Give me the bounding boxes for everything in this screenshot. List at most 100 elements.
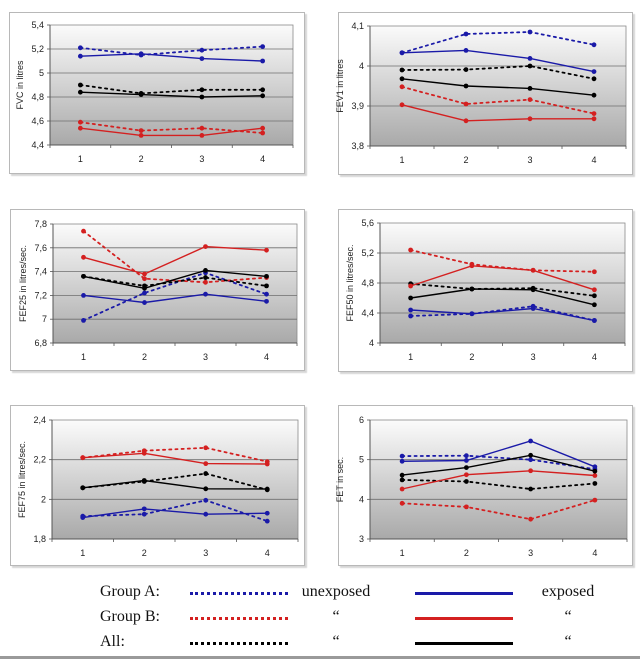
y-tick-label: 1,8	[33, 534, 46, 544]
series-line-group-a-exposed	[80, 53, 263, 62]
data-point-group-b-exposed	[81, 254, 86, 260]
data-point-group-a-exposed	[141, 506, 147, 512]
data-point-group-a-unexposed	[463, 31, 469, 37]
chart-fet: 3 4 5 6 1 2 3 4 FET in sec.	[335, 415, 628, 558]
x-tick-label: 1	[80, 548, 85, 558]
data-point-group-a-exposed	[77, 53, 83, 59]
legend-unexposed-label: unexposed	[301, 583, 371, 600]
data-point-group-b-exposed	[199, 133, 205, 138]
data-point-all-exposed	[463, 83, 469, 89]
data-point-all-unexposed	[264, 283, 269, 289]
series-line-group-a-exposed	[82, 508, 268, 519]
x-tick-label: 1	[400, 548, 405, 558]
data-point-all-exposed	[469, 286, 475, 292]
data-point-group-b-exposed	[141, 450, 147, 456]
data-point-group-b-unexposed	[399, 84, 405, 90]
data-point-group-b-exposed	[77, 125, 83, 131]
data-point-all-unexposed	[592, 481, 598, 486]
data-point-group-b-unexposed	[528, 516, 534, 522]
data-point-group-b-exposed	[528, 468, 534, 474]
data-point-group-a-unexposed	[264, 291, 269, 297]
data-point-all-exposed	[264, 486, 270, 492]
data-point-group-a-exposed	[530, 306, 536, 311]
data-point-all-exposed	[142, 285, 147, 291]
data-point-group-b-exposed	[203, 461, 209, 467]
data-point-group-a-unexposed	[528, 457, 534, 463]
data-point-group-a-unexposed	[463, 453, 469, 459]
y-tick-label: 6,8	[34, 338, 47, 348]
data-point-all-exposed	[138, 92, 144, 97]
data-point-all-unexposed	[463, 67, 469, 72]
data-point-group-b-unexposed	[203, 279, 208, 285]
legend-solid-line-icon	[415, 642, 513, 645]
x-tick-label: 3	[203, 352, 208, 362]
legend-solid-line-icon	[415, 617, 513, 620]
series-line-all-unexposed	[79, 84, 264, 95]
data-point-all-exposed	[141, 478, 147, 483]
y-axis-title: FVC in litres	[15, 60, 25, 110]
y-tick-label: 4	[359, 494, 364, 504]
legend-dotted-line-icon	[190, 617, 288, 620]
y-tick-label: 4,8	[31, 92, 44, 102]
y-tick-label: 3,8	[351, 141, 364, 151]
data-point-group-a-exposed	[264, 298, 269, 304]
data-point-group-a-unexposed	[527, 29, 533, 35]
legend-group-label: All:	[100, 633, 125, 650]
series-line-all-unexposed	[409, 282, 596, 297]
data-point-group-a-unexposed	[591, 42, 597, 48]
data-point-all-exposed	[264, 273, 269, 279]
data-point-all-exposed	[203, 486, 209, 492]
y-tick-label: 5,2	[31, 44, 44, 54]
chart-fvc: 4,4 4,6 4,8 5 5,2 5,4 1 2 3 4 FVC in litres	[15, 20, 294, 164]
series-line-group-a-unexposed	[81, 499, 269, 522]
x-tick-label: 2	[463, 155, 468, 165]
data-point-all-exposed	[399, 472, 405, 478]
series-line-group-a-unexposed	[401, 31, 595, 54]
legend-row-all: All: “ “	[0, 630, 640, 654]
data-point-group-a-unexposed	[199, 47, 205, 53]
data-point-all-unexposed	[399, 67, 405, 73]
series-line-group-b-unexposed	[81, 446, 269, 463]
data-point-group-b-exposed	[591, 287, 597, 293]
x-tick-label: 3	[528, 548, 533, 558]
y-tick-label: 7	[42, 314, 47, 324]
plot-area	[51, 419, 299, 540]
data-point-all-unexposed	[463, 479, 469, 484]
series-line-group-b-unexposed	[401, 499, 596, 521]
data-point-group-b-unexposed	[399, 500, 405, 506]
data-point-group-b-exposed	[527, 116, 533, 122]
legend: Group A: unexposed exposed Group B: “ “ …	[0, 580, 640, 659]
y-tick-label: 2	[41, 494, 46, 504]
x-tick-label: 4	[592, 352, 597, 362]
data-point-group-a-exposed	[592, 464, 598, 470]
data-point-group-b-exposed	[591, 116, 597, 122]
data-point-group-b-exposed	[530, 267, 536, 273]
y-tick-label: 6	[359, 415, 364, 425]
y-tick-label: 5,4	[31, 20, 44, 30]
plot-area	[369, 419, 628, 540]
x-tick-label: 2	[142, 352, 147, 362]
series-line-group-a-unexposed	[401, 454, 596, 471]
data-point-all-unexposed	[203, 275, 208, 280]
y-axis-title: FEV1 in litres	[335, 59, 345, 113]
legend-row-group-a: Group A: unexposed exposed	[0, 580, 640, 604]
x-tick-label: 4	[264, 352, 269, 362]
data-point-group-a-exposed	[528, 438, 534, 444]
data-point-group-b-exposed	[142, 271, 147, 277]
data-point-group-b-exposed	[592, 473, 598, 478]
data-point-group-b-unexposed	[527, 97, 533, 102]
x-tick-label: 1	[399, 155, 404, 165]
data-point-all-exposed	[530, 287, 536, 293]
data-point-group-b-exposed	[399, 102, 405, 108]
data-point-group-b-unexposed	[463, 101, 469, 107]
y-tick-label: 2,4	[33, 415, 46, 425]
x-tick-label: 4	[592, 548, 597, 558]
series-line-group-b-exposed	[401, 470, 595, 490]
data-point-all-exposed	[528, 452, 534, 458]
data-point-all-exposed	[260, 93, 266, 99]
series-line-all-exposed	[401, 78, 595, 96]
data-point-group-a-exposed	[591, 318, 597, 323]
chart-fef75: 1,8 2 2,2 2,4 1 2 3 4 FEF75 in litres/sec.	[17, 415, 299, 558]
data-point-group-a-unexposed	[264, 518, 270, 524]
